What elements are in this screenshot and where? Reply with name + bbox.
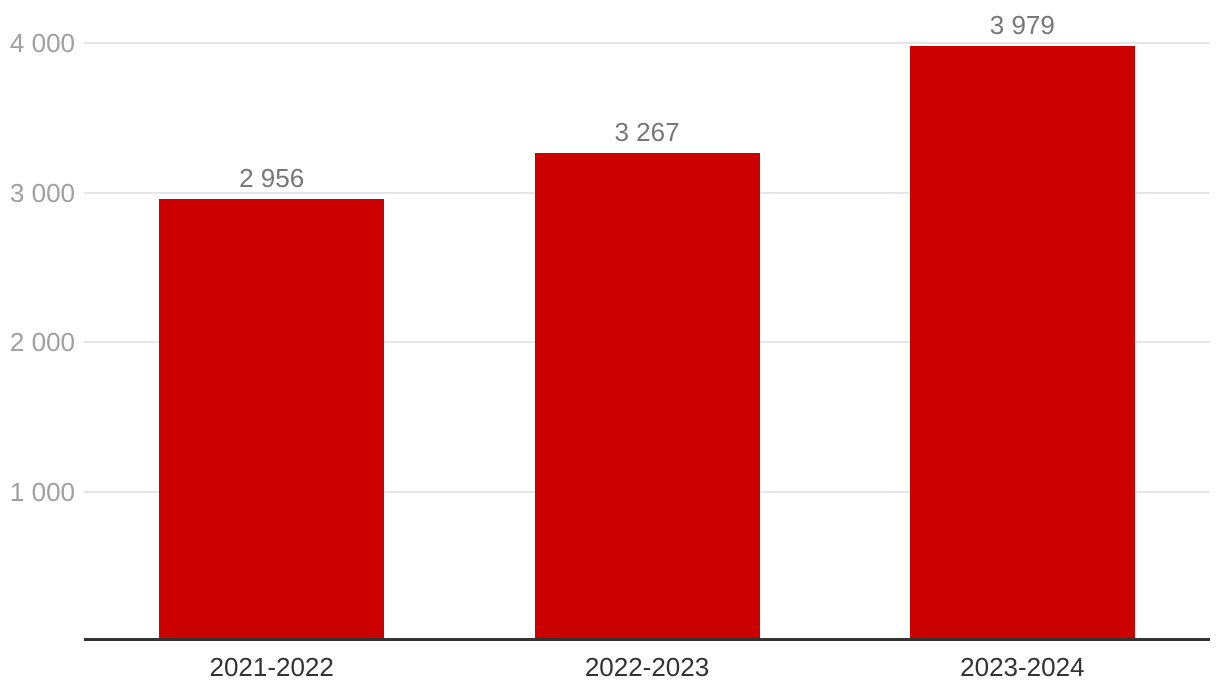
y-axis-tick-label: 4 000 — [9, 28, 75, 58]
x-axis-category-label: 2021-2022 — [209, 652, 334, 682]
bar-2021-2022 — [159, 199, 385, 639]
y-axis-tick-label: 1 000 — [9, 476, 75, 507]
bar-value-label: 3 267 — [614, 116, 680, 147]
bar-2023-2024 — [909, 46, 1135, 639]
bar-value-label: 2 956 — [239, 163, 305, 194]
y-axis-tick-label: 2 000 — [9, 327, 75, 357]
x-axis-line — [84, 638, 1210, 641]
gridline — [84, 42, 1210, 44]
bar-value-label: 3 979 — [989, 10, 1055, 41]
x-axis-category-label: 2022-2023 — [584, 652, 710, 682]
x-axis-category-label: 2023-2024 — [960, 652, 1085, 682]
bar-2022-2023 — [534, 152, 760, 639]
y-axis-tick-label: 3 000 — [9, 177, 75, 208]
